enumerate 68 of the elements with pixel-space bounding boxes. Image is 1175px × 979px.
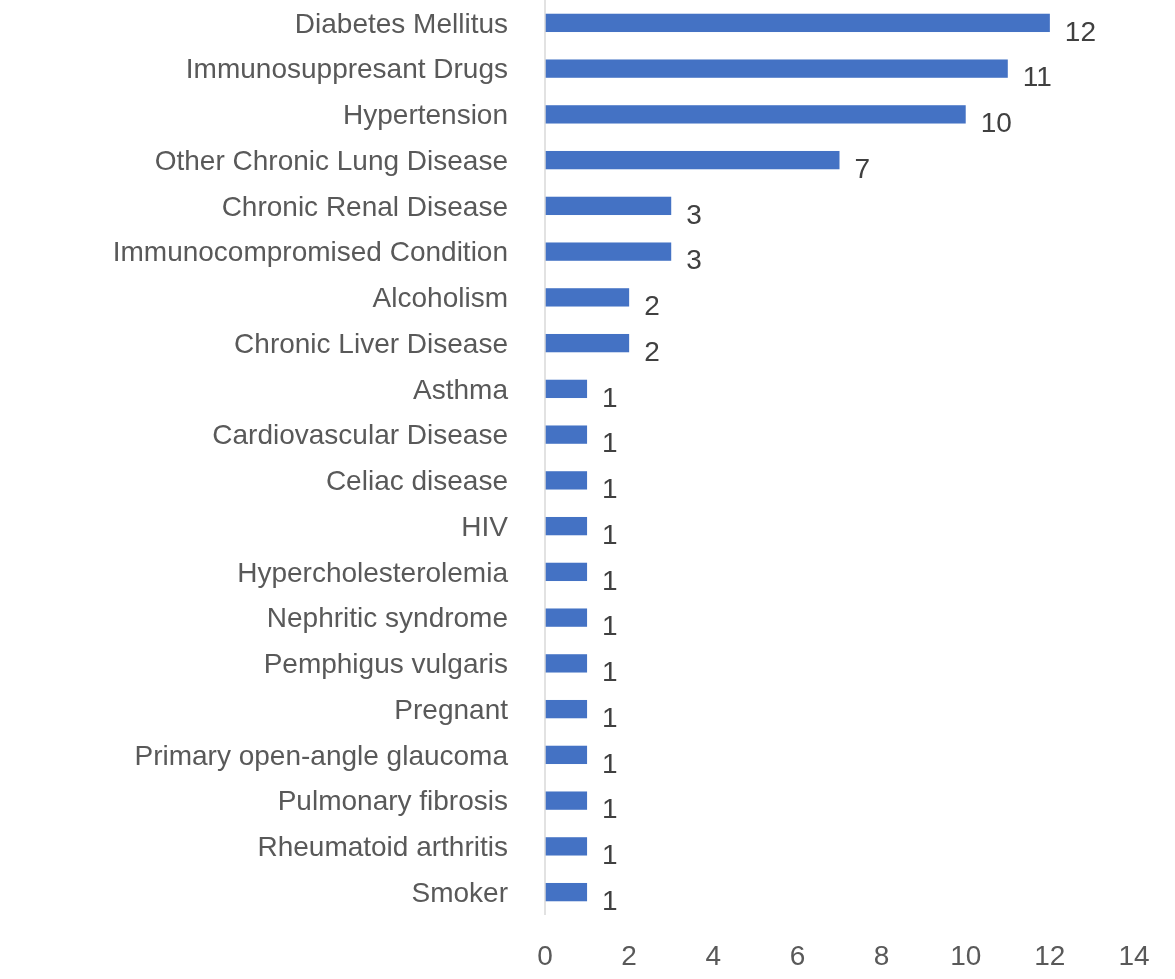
x-tick-label: 4	[705, 940, 722, 971]
bar	[545, 105, 966, 124]
y-tick-label: Hypercholesterolemia	[237, 556, 509, 588]
data-label: 2	[644, 290, 660, 322]
data-label: 2	[644, 335, 660, 367]
y-tick-label: Pemphigus vulgaris	[263, 648, 508, 680]
data-label: 1	[602, 656, 618, 688]
bar	[545, 150, 840, 170]
bar	[545, 288, 630, 307]
data-label: 1	[602, 839, 618, 871]
y-tick-label: HIV	[461, 510, 509, 542]
data-label: 1	[602, 381, 618, 413]
y-tick-label: Pregnant	[394, 693, 509, 725]
y-tick-label: Celiac disease	[325, 465, 508, 497]
y-tick-label: Chronic Liver Disease	[234, 327, 508, 359]
x-tick-label: 2	[621, 940, 637, 971]
y-tick-label: Asthma	[413, 373, 509, 405]
bar	[545, 471, 588, 490]
data-label: 7	[854, 152, 871, 184]
bar	[545, 654, 588, 673]
data-label: 1	[602, 747, 618, 779]
y-tick-label: Diabetes Mellitus	[294, 7, 508, 39]
data-label: 1	[602, 427, 618, 459]
y-tick-label: Rheumatoid arthritis	[257, 831, 508, 863]
y-tick-label: Chronic Renal Disease	[221, 190, 508, 222]
bar	[545, 196, 672, 216]
bar	[545, 242, 672, 261]
data-label: 1	[602, 793, 618, 825]
bar	[545, 516, 588, 536]
y-tick-label: Smoker	[411, 876, 508, 908]
bar	[545, 13, 1050, 33]
bar	[545, 333, 630, 353]
data-label: 11	[1022, 61, 1052, 93]
bar	[545, 882, 588, 902]
data-label: 3	[686, 244, 702, 276]
bar	[545, 59, 1008, 78]
bar	[545, 745, 588, 765]
bar	[545, 837, 588, 856]
data-label: 1	[602, 518, 618, 550]
bar	[545, 699, 588, 719]
y-tick-label: Cardiovascular Disease	[212, 419, 508, 451]
bar	[545, 791, 588, 810]
data-label: 1	[602, 884, 618, 916]
x-tick-label: 10	[950, 940, 982, 971]
bar	[545, 608, 588, 627]
y-tick-label: Primary open-angle glaucoma	[134, 739, 509, 771]
data-label: 3	[686, 198, 702, 230]
y-tick-label: Immunocompromised Condition	[112, 236, 508, 268]
x-tick-label: 14	[1118, 940, 1150, 971]
y-tick-label: Alcoholism	[372, 282, 508, 314]
x-tick-label: 0	[537, 940, 553, 971]
data-label: 1	[602, 701, 618, 733]
data-label: 12	[1064, 15, 1097, 47]
data-label: 1	[602, 610, 618, 642]
data-label: 1	[602, 473, 618, 505]
y-tick-label: Hypertension	[343, 99, 508, 131]
bar	[545, 562, 588, 582]
bar	[545, 379, 588, 399]
y-tick-label: Pulmonary fibrosis	[277, 785, 508, 817]
y-tick-label: Nephritic syndrome	[266, 602, 508, 634]
bar	[545, 425, 588, 444]
x-tick-label: 6	[789, 940, 806, 971]
x-tick-label: 8	[873, 940, 890, 971]
y-tick-label: Immunosuppresant Drugs	[185, 53, 508, 85]
data-label: 10	[980, 107, 1012, 139]
data-label: 1	[602, 564, 618, 596]
y-tick-label: Other Chronic Lung Disease	[154, 144, 508, 176]
x-tick-label: 12	[1034, 940, 1066, 971]
